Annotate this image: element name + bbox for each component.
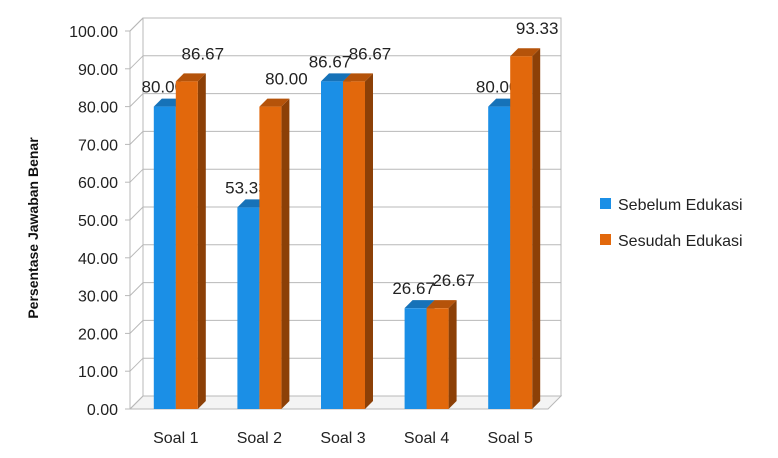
data-label: 80.00 <box>142 78 185 97</box>
y-tick-label: 80.00 <box>78 100 118 117</box>
data-label: 86.67 <box>182 44 225 63</box>
bar <box>153 106 176 409</box>
bar-side <box>532 48 541 410</box>
bar-top <box>321 73 351 82</box>
bar-side <box>365 73 373 410</box>
y-tick-label: 0.00 <box>87 402 118 419</box>
bar <box>237 207 260 409</box>
x-category-label: Soal 5 <box>488 430 533 447</box>
y-tick-label: 70.00 <box>78 137 118 154</box>
y-tick-label: 40.00 <box>78 251 118 268</box>
legend-swatch <box>600 198 611 209</box>
bar <box>488 106 511 409</box>
data-label: 80.00 <box>476 78 519 97</box>
x-category-label: Soal 4 <box>404 430 449 447</box>
y-tick-label: 50.00 <box>78 213 118 230</box>
gridline-diagonal <box>129 168 144 183</box>
gridline-diagonal <box>129 320 144 334</box>
gridline-diagonal <box>129 17 144 32</box>
gridline-diagonal <box>129 395 144 410</box>
data-label: 26.67 <box>432 271 475 290</box>
data-label: 86.67 <box>309 52 352 71</box>
legend-label: Sebelum Edukasi <box>618 197 743 214</box>
data-label: 86.67 <box>349 44 392 63</box>
bar <box>404 308 427 409</box>
y-axis-title: Persentase Jawaban Benar <box>25 137 41 319</box>
gridline-diagonal <box>129 131 144 145</box>
gridline-diagonal <box>129 357 144 372</box>
bar <box>259 106 282 409</box>
gridline-diagonal <box>129 282 144 296</box>
bar-side <box>197 73 206 410</box>
bar <box>343 81 365 410</box>
bar <box>510 56 533 410</box>
data-label: 53.33 <box>225 178 268 197</box>
gridline-diagonal <box>129 206 144 221</box>
y-tick-label: 100.00 <box>69 24 118 41</box>
y-tick-label: 30.00 <box>78 289 118 306</box>
gridline-diagonal <box>129 244 144 259</box>
bar-side <box>281 98 290 409</box>
data-label: 80.00 <box>265 70 308 89</box>
legend-swatch <box>600 234 611 245</box>
bar-top <box>343 73 373 82</box>
y-tick-label: 90.00 <box>78 62 118 79</box>
data-label: 93.33 <box>516 19 559 38</box>
data-label: 26.67 <box>392 279 435 298</box>
bar <box>321 81 343 410</box>
bar <box>175 81 198 410</box>
legend-label: Sesudah Edukasi <box>618 233 743 250</box>
bar <box>426 308 449 409</box>
y-tick-label: 60.00 <box>78 175 118 192</box>
y-tick-label: 10.00 <box>78 364 118 381</box>
gridline-diagonal <box>129 55 144 70</box>
bar-side <box>448 300 457 409</box>
x-category-label: Soal 3 <box>320 430 365 447</box>
bar-top <box>259 98 290 107</box>
x-category-label: Soal 1 <box>153 430 198 447</box>
bar-top <box>404 300 435 309</box>
bar-top <box>510 48 541 57</box>
x-category-label: Soal 2 <box>237 430 282 447</box>
bar-top <box>426 300 457 309</box>
y-tick-label: 20.00 <box>78 326 118 343</box>
bar-top <box>175 73 206 82</box>
gridline-diagonal <box>129 93 144 107</box>
